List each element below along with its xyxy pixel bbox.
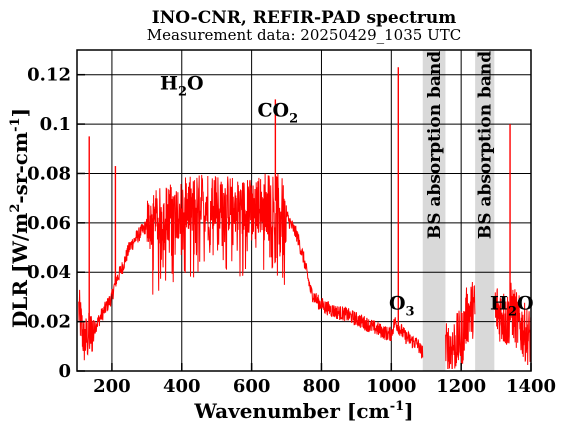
x-tick-label: 1000 bbox=[366, 376, 416, 397]
y-axis-label: DLR [W/m2​-sr-cm-1​] bbox=[8, 108, 32, 328]
label-text: Wavenumber [cm bbox=[193, 399, 389, 423]
molecule-label: O3 bbox=[389, 292, 415, 319]
molecule-base: H bbox=[490, 292, 508, 314]
molecule-label: CO2 bbox=[257, 100, 298, 127]
y-tick-label: 0.02 bbox=[27, 312, 71, 333]
x-tick-label: 1200 bbox=[436, 376, 486, 397]
spectrum-line bbox=[78, 173, 532, 369]
label-superscript: -1 bbox=[8, 117, 23, 131]
chart-title: INO-CNR, REFIR-PAD spectrum bbox=[152, 8, 456, 28]
y-tick-label: 0 bbox=[58, 361, 71, 382]
label-superscript: 2 bbox=[8, 204, 23, 213]
x-axis-label: Wavenumber [cm-1​] bbox=[193, 399, 413, 423]
molecule-rest: O bbox=[517, 292, 534, 314]
label-text: DLR [W/m bbox=[8, 213, 32, 328]
x-tick-label: 200 bbox=[93, 376, 131, 397]
molecule-rest: O bbox=[187, 73, 204, 95]
chart-subtitle: Measurement data: 20250429_1035 UTC bbox=[147, 26, 461, 44]
y-tick-label: 0.12 bbox=[27, 65, 71, 86]
molecule-base: H bbox=[160, 73, 178, 95]
spectrum-series bbox=[78, 67, 532, 369]
molecule-subscript: 2 bbox=[178, 85, 187, 100]
grid-lines bbox=[77, 50, 532, 372]
x-tick-label: 400 bbox=[163, 376, 201, 397]
molecule-label: H2O bbox=[490, 292, 534, 319]
absorption-band bbox=[475, 50, 495, 371]
molecule-label: H2O bbox=[160, 73, 204, 100]
x-tick-label: 600 bbox=[233, 376, 271, 397]
band-label: BS absorption band bbox=[425, 51, 445, 239]
x-tick-label: 800 bbox=[303, 376, 341, 397]
y-tick-label: 0.04 bbox=[27, 262, 71, 283]
tick-labels: 200 400 600 800 1000 1200 1400 0 0.02 0.04 0.06 0.0… bbox=[27, 65, 556, 397]
label-text: -sr-cm bbox=[8, 132, 32, 204]
plot-frame bbox=[76, 49, 532, 372]
label-superscript: -1 bbox=[390, 399, 404, 414]
label-text: ] bbox=[8, 108, 32, 117]
y-tick-label: 0.08 bbox=[27, 163, 71, 184]
molecule-subscript: 2 bbox=[508, 304, 517, 319]
absorption-band bbox=[422, 50, 446, 371]
x-tick-label: 1400 bbox=[506, 376, 556, 397]
absorption-bands: BS absorption band BS absorption band bbox=[422, 50, 496, 371]
label-text: ] bbox=[404, 399, 413, 423]
band-label: BS absorption band bbox=[476, 51, 496, 239]
molecule-base: O bbox=[389, 292, 406, 314]
axes-frame bbox=[76, 49, 532, 372]
y-tick-label: 0.06 bbox=[27, 213, 71, 234]
y-tick-label: 0.1 bbox=[40, 114, 71, 135]
molecule-subscript: 2 bbox=[289, 112, 298, 127]
molecule-base: CO bbox=[257, 100, 289, 122]
molecule-subscript: 3 bbox=[406, 304, 415, 319]
